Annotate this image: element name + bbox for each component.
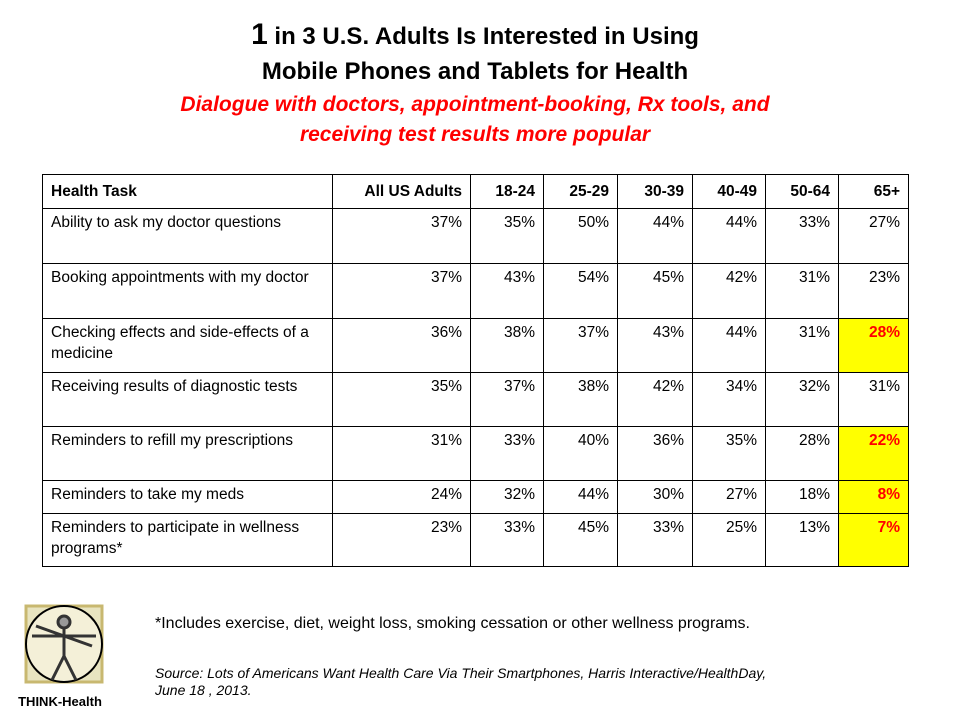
value-cell: 54% (543, 263, 618, 319)
title-number: 1 (251, 18, 268, 51)
value-cell: 7% (838, 513, 909, 567)
value-cell: 33% (470, 513, 544, 567)
value-cell: 37% (332, 208, 471, 264)
column-header: 65+ (838, 174, 909, 209)
table-row: Ability to ask my doctor questions 37% 35%… (42, 208, 909, 264)
task-cell: Reminders to refill my prescriptions (42, 426, 333, 481)
value-cell: 13% (765, 513, 839, 567)
value-cell: 33% (765, 208, 839, 264)
value-cell: 25% (692, 513, 766, 567)
value-cell: 44% (692, 318, 766, 373)
task-cell: Reminders to participate in wellness pro… (42, 513, 333, 567)
table-row: Receiving results of diagnostic tests 35%… (42, 372, 909, 427)
value-cell: 38% (543, 372, 618, 427)
value-cell: 24% (332, 480, 471, 514)
value-cell: 8% (838, 480, 909, 514)
value-cell: 35% (692, 426, 766, 481)
value-cell: 44% (543, 480, 618, 514)
value-cell: 23% (332, 513, 471, 567)
value-cell: 28% (765, 426, 839, 481)
column-header: 30-39 (617, 174, 693, 209)
value-cell: 42% (617, 372, 693, 427)
value-cell: 44% (692, 208, 766, 264)
task-cell: Receiving results of diagnostic tests (42, 372, 333, 427)
subtitle: receiving test results more popular (299, 123, 651, 146)
value-cell: 45% (617, 263, 693, 319)
value-cell: 37% (470, 372, 544, 427)
title-text: in 3 U.S. Adults Is Interested in Using (267, 23, 699, 50)
column-header: 25-29 (543, 174, 618, 209)
column-header: 18-24 (470, 174, 544, 209)
header-row: Health Task All US Adults 18-24 25-29 30-39 4… (42, 174, 909, 209)
source: Source: Lots of Americans Want Health Ca… (155, 665, 767, 681)
value-cell: 33% (470, 426, 544, 481)
task-cell: Reminders to take my meds (42, 480, 333, 514)
value-cell: 31% (765, 263, 839, 319)
value-cell: 18% (765, 480, 839, 514)
value-cell: 35% (470, 208, 544, 264)
value-cell: 35% (332, 372, 471, 427)
value-cell: 27% (692, 480, 766, 514)
value-cell: 45% (543, 513, 618, 567)
table-row: Booking appointments with my doctor 37% 43… (42, 263, 909, 319)
subtitle: Dialogue with doctors, appointment-booki… (180, 93, 770, 116)
value-cell: 23% (838, 263, 909, 319)
table-row: Checking effects and side-effects of a m… (42, 318, 909, 373)
title-text: Mobile Phones and Tablets for Health (261, 58, 689, 85)
value-cell: 22% (838, 426, 909, 481)
value-cell: 31% (332, 426, 471, 481)
value-cell: 32% (470, 480, 544, 514)
task-cell: Booking appointments with my doctor (42, 263, 333, 319)
value-cell: 44% (617, 208, 693, 264)
value-cell: 43% (617, 318, 693, 373)
value-cell: 30% (617, 480, 693, 514)
column-header: Health Task (42, 174, 333, 209)
column-header: 50-64 (765, 174, 839, 209)
table-row: Reminders to refill my prescriptions 31% 3… (42, 426, 909, 481)
value-cell: 36% (332, 318, 471, 373)
value-cell: 32% (765, 372, 839, 427)
value-cell: 50% (543, 208, 618, 264)
task-cell: Checking effects and side-effects of a m… (42, 318, 333, 373)
value-cell: 37% (543, 318, 618, 373)
title-line: 1 in 3 U.S. Adults Is Interested in Usin… (0, 18, 950, 52)
logo-text: THINK-Health (18, 694, 102, 709)
value-cell: 28% (838, 318, 909, 373)
value-cell: 27% (838, 208, 909, 264)
value-cell: 31% (765, 318, 839, 373)
value-cell: 42% (692, 263, 766, 319)
source: June 18 , 2013. (155, 682, 252, 698)
logo: THINK-Health (18, 604, 104, 709)
column-header: All US Adults (332, 174, 471, 209)
footnote: *Includes exercise, diet, weight loss, s… (155, 615, 750, 632)
value-cell: 33% (617, 513, 693, 567)
value-cell: 43% (470, 263, 544, 319)
value-cell: 37% (332, 263, 471, 319)
task-cell: Ability to ask my doctor questions (42, 208, 333, 264)
value-cell: 36% (617, 426, 693, 481)
column-header: 40-49 (692, 174, 766, 209)
value-cell: 34% (692, 372, 766, 427)
data-table: Health Task All US Adults 18-24 25-29 30-39 4… (42, 174, 909, 567)
value-cell: 31% (838, 372, 909, 427)
logo-figure (32, 614, 96, 681)
value-cell: 40% (543, 426, 618, 481)
value-cell: 38% (470, 318, 544, 373)
table-row: Reminders to take my meds 24% 32% 44% 30% 27%… (42, 480, 909, 514)
table-row: Reminders to participate in wellness pro… (42, 513, 909, 567)
